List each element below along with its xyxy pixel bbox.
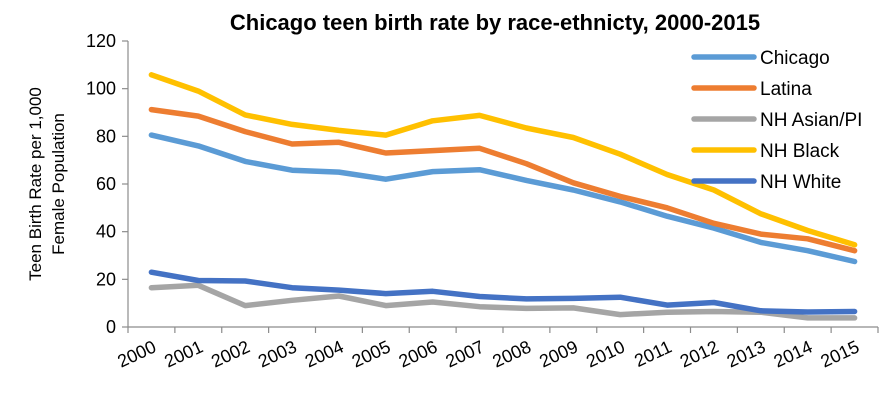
series-line-chicago — [148, 132, 858, 265]
legend-label-nh-asian-pi: NH Asian/PI — [760, 110, 862, 131]
x-tick-label: 2009 — [536, 336, 581, 371]
series-lines — [148, 72, 858, 321]
y-tick-label: 120 — [86, 31, 116, 51]
x-tick-label: 2000 — [114, 336, 159, 371]
y-ticks: 0 20 40 60 80 100 120 — [86, 31, 128, 337]
x-tick-label: 2013 — [724, 336, 769, 371]
x-tick-label: 2001 — [161, 336, 206, 371]
y-tick-label: 100 — [86, 79, 116, 99]
x-ticks: 2000 2001 2002 2003 2004 2005 2006 2007 2008 2009… — [114, 327, 879, 372]
x-tick-label: 2007 — [443, 336, 488, 371]
series-line-nh-white — [148, 269, 858, 315]
series-line-nh-asian-pi — [148, 282, 858, 321]
y-tick-label: 0 — [106, 317, 116, 337]
y-axis-label: Teen Birth Rate per 1,000 Female Populat… — [26, 87, 68, 281]
y-tick-label: 40 — [96, 222, 116, 242]
y-axis-label-line-2: Female Population — [49, 113, 68, 255]
legend-label-latina: Latina — [760, 79, 812, 100]
x-tick-label: 2010 — [583, 336, 628, 371]
x-tick-label: 2012 — [677, 336, 722, 371]
series-line-nh-black — [148, 72, 858, 248]
x-tick-label: 2003 — [255, 336, 300, 371]
y-tick-label: 80 — [96, 126, 116, 146]
series-line-latina — [148, 106, 858, 254]
y-axis-label-line-1: Teen Birth Rate per 1,000 — [26, 87, 45, 281]
legend: Chicago Latina NH Asian/PI NH Black NH White — [691, 48, 862, 193]
x-tick-label: 2008 — [489, 336, 534, 371]
y-tick-label: 20 — [96, 269, 116, 289]
x-tick-label: 2004 — [302, 336, 347, 371]
y-tick-label: 60 — [96, 174, 116, 194]
legend-label-chicago: Chicago — [760, 48, 830, 69]
x-tick-label: 2006 — [396, 336, 441, 371]
x-tick-label: 2011 — [631, 336, 675, 370]
legend-label-nh-black: NH Black — [760, 141, 840, 162]
x-tick-label: 2005 — [349, 336, 394, 371]
chart-title: Chicago teen birth rate by race-ethnicty… — [230, 10, 760, 35]
x-tick-label: 2002 — [208, 336, 253, 371]
x-tick-label: 2014 — [771, 336, 816, 371]
x-tick-label: 2015 — [818, 336, 863, 371]
legend-label-nh-white: NH White — [760, 172, 841, 193]
